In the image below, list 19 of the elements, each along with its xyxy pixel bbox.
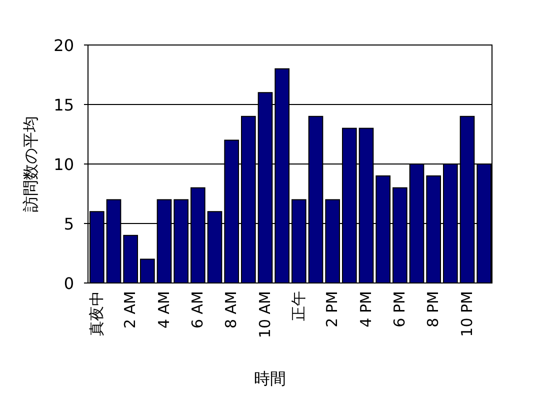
x-tick-label: 10 PM bbox=[458, 291, 476, 337]
x-tick-label: 6 PM bbox=[390, 291, 408, 328]
x-tick-label: 2 PM bbox=[323, 291, 342, 328]
y-tick-label: 10 bbox=[54, 155, 74, 174]
x-tick-label: 4 PM bbox=[356, 291, 375, 328]
x-tick-label: 6 AM bbox=[188, 291, 206, 329]
y-tick-label: 15 bbox=[54, 96, 74, 114]
y-axis-title: 訪問数の平均 bbox=[21, 116, 40, 212]
y-tick-label: 0 bbox=[64, 274, 74, 293]
x-tick-label: 8 AM bbox=[222, 291, 240, 329]
x-tick-label: 正午 bbox=[289, 291, 308, 321]
y-tick-label: 5 bbox=[64, 214, 74, 234]
y-tick-label: 20 bbox=[54, 36, 74, 55]
x-axis-title: 時間 bbox=[254, 369, 286, 388]
x-tick-label: 10 AM bbox=[256, 291, 274, 338]
x-tick-label: 8 PM bbox=[424, 291, 442, 328]
x-tick-label: 4 AM bbox=[154, 291, 173, 329]
x-tick-label: 2 AM bbox=[121, 291, 140, 329]
x-tick-label: 真夜中 bbox=[87, 291, 106, 336]
